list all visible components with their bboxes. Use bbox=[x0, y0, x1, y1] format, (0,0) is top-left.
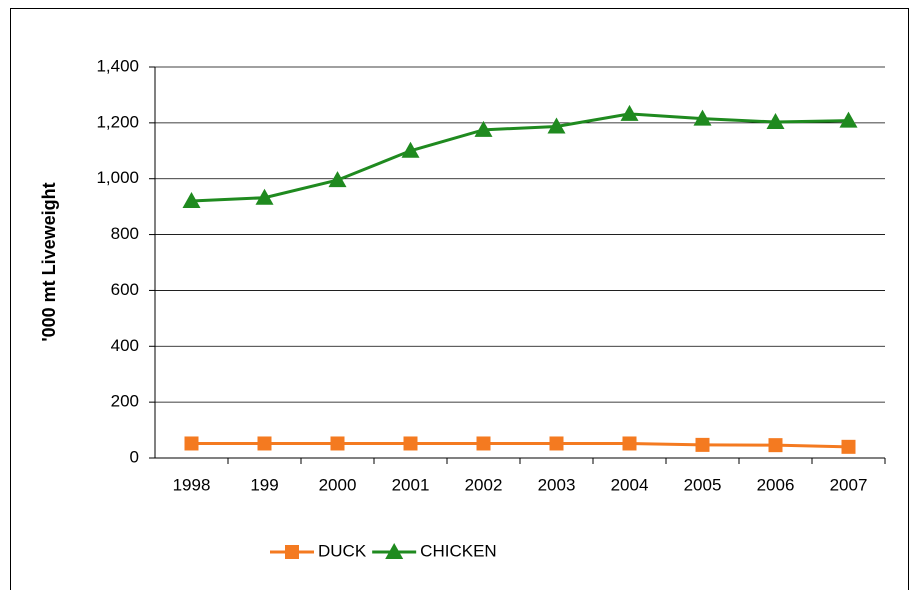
x-tick-label: 2004 bbox=[611, 475, 649, 494]
data-point bbox=[547, 117, 566, 134]
y-tick-label: 600 bbox=[111, 280, 139, 299]
legend-label: DUCK bbox=[318, 541, 367, 560]
data-point bbox=[184, 436, 199, 451]
y-tick-label: 400 bbox=[111, 336, 139, 355]
y-axis-label: '000 mt Liveweight bbox=[39, 182, 59, 341]
x-tick-label: 2003 bbox=[538, 475, 576, 494]
legend-marker bbox=[385, 543, 404, 559]
x-tick-label: 2002 bbox=[465, 475, 503, 494]
x-tick-label: 1998 bbox=[173, 475, 211, 494]
data-point bbox=[693, 109, 712, 126]
data-point bbox=[841, 439, 856, 454]
y-tick-label: 1,000 bbox=[96, 168, 139, 187]
x-tick-label: 2001 bbox=[392, 475, 430, 494]
data-point bbox=[403, 436, 418, 451]
data-point bbox=[257, 436, 272, 451]
x-tick-label: 2007 bbox=[830, 475, 868, 494]
x-tick-label: 2006 bbox=[757, 475, 795, 494]
data-point bbox=[695, 437, 710, 452]
data-point bbox=[766, 113, 785, 130]
legend-label: CHICKEN bbox=[420, 541, 497, 560]
legend-marker bbox=[285, 545, 299, 559]
x-tick-label: 199 bbox=[250, 475, 278, 494]
data-point bbox=[549, 436, 564, 451]
data-point bbox=[476, 436, 491, 451]
x-tick-label: 2000 bbox=[319, 475, 357, 494]
y-tick-label: 1,400 bbox=[96, 56, 139, 75]
data-point bbox=[839, 111, 858, 128]
data-point bbox=[474, 120, 493, 137]
data-point bbox=[328, 171, 347, 188]
data-point bbox=[182, 192, 201, 209]
y-tick-label: 1,200 bbox=[96, 112, 139, 131]
series-line bbox=[191, 112, 849, 203]
data-point bbox=[768, 438, 783, 453]
y-tick-label: 800 bbox=[111, 224, 139, 243]
y-tick-label: 200 bbox=[111, 392, 139, 411]
y-tick-label: 0 bbox=[130, 447, 139, 466]
data-point bbox=[620, 104, 639, 121]
data-point bbox=[401, 141, 420, 158]
series-line bbox=[191, 441, 849, 449]
x-tick-label: 2005 bbox=[684, 475, 722, 494]
chart-frame bbox=[10, 8, 909, 590]
data-point bbox=[255, 188, 274, 205]
data-point bbox=[622, 436, 637, 451]
data-point bbox=[330, 436, 345, 451]
